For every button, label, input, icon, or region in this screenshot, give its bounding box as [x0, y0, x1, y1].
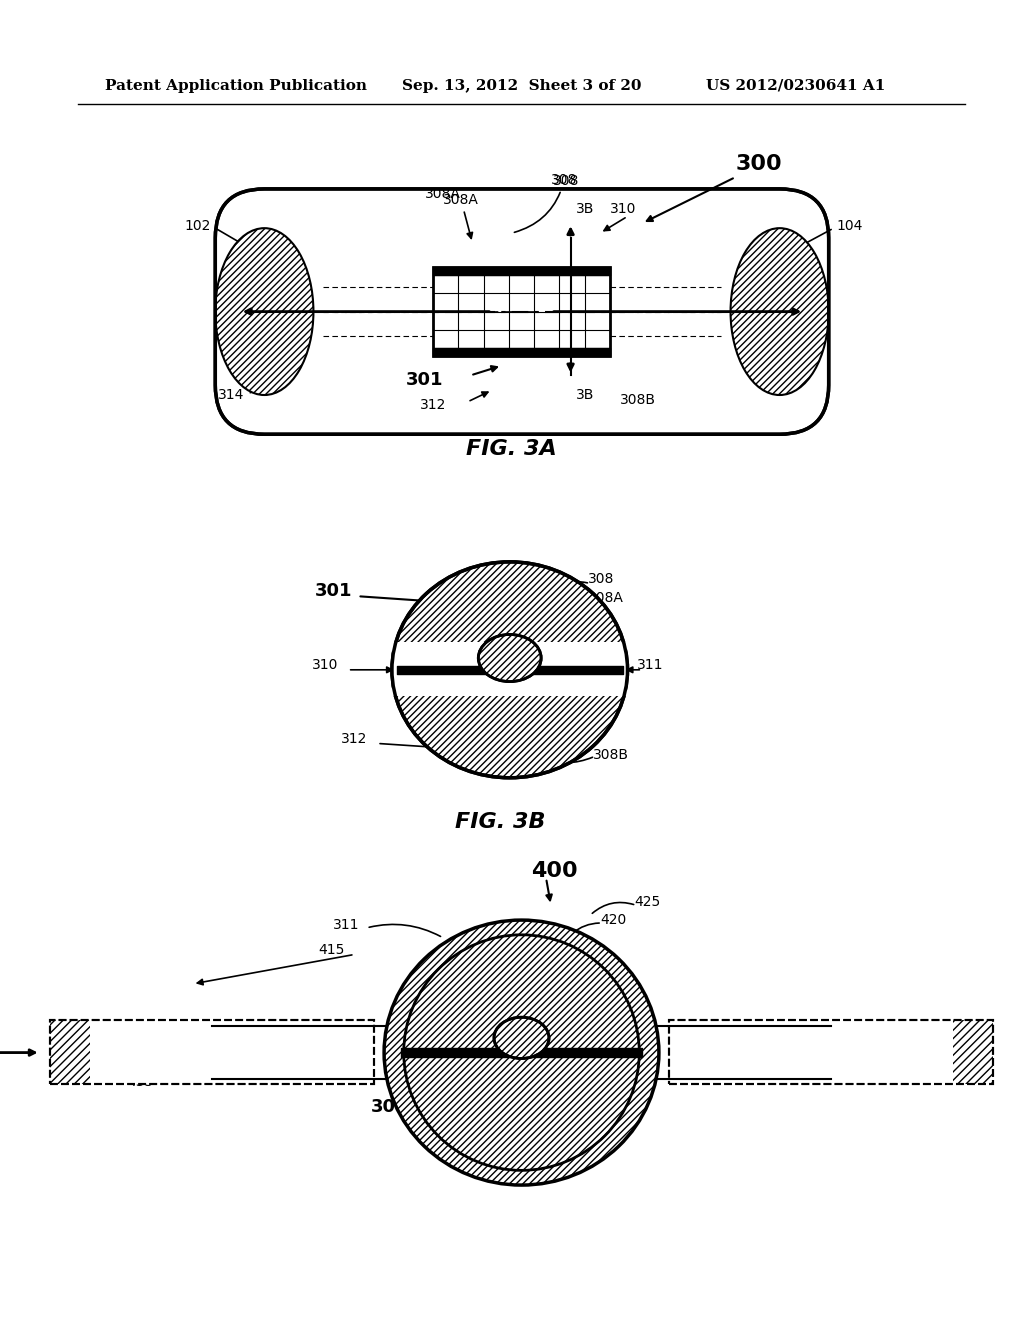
Text: 310: 310: [575, 1094, 602, 1109]
Text: 308: 308: [514, 173, 578, 232]
Bar: [50, 1020, 375, 1084]
Text: 308: 308: [588, 572, 614, 586]
Ellipse shape: [384, 920, 658, 1185]
Text: 104: 104: [837, 219, 863, 234]
Text: 312: 312: [420, 397, 446, 412]
Text: 301: 301: [406, 371, 443, 389]
Bar: [50, 1020, 375, 1084]
Text: FIG. 3A: FIG. 3A: [466, 440, 557, 459]
Bar: [264, 238, 779, 385]
Text: 425: 425: [634, 895, 660, 909]
Text: 400: 400: [531, 861, 578, 880]
Ellipse shape: [478, 635, 541, 681]
Bar: [953, 1020, 992, 1084]
Text: 312: 312: [341, 731, 368, 746]
Text: 308: 308: [553, 174, 580, 187]
Ellipse shape: [730, 228, 828, 395]
Text: 435: 435: [127, 1074, 154, 1089]
Text: 420: 420: [600, 913, 627, 927]
Text: 308A: 308A: [425, 186, 461, 201]
Text: Patent Application Publication: Patent Application Publication: [105, 79, 368, 92]
Text: 430: 430: [948, 1071, 975, 1084]
Bar: [669, 1020, 992, 1084]
Ellipse shape: [403, 935, 639, 1171]
Text: 313: 313: [593, 677, 620, 692]
Text: 311: 311: [637, 657, 664, 672]
Text: FIG. 4: FIG. 4: [475, 1146, 549, 1166]
Text: 102: 102: [184, 219, 210, 234]
Text: 3B: 3B: [575, 202, 594, 215]
Text: 308B: 308B: [593, 748, 629, 762]
Text: US 2012/0230641 A1: US 2012/0230641 A1: [706, 79, 886, 92]
Ellipse shape: [494, 1018, 549, 1059]
Text: 311: 311: [333, 917, 359, 932]
Text: 3B: 3B: [575, 388, 594, 403]
Text: FIG. 3B: FIG. 3B: [455, 812, 545, 832]
Ellipse shape: [392, 562, 628, 777]
Ellipse shape: [215, 228, 313, 395]
Bar: [50, 1020, 90, 1084]
Text: 301: 301: [315, 582, 352, 601]
Bar: [433, 268, 610, 356]
Bar: [392, 643, 628, 697]
Text: 301: 301: [371, 1097, 409, 1115]
Text: Sep. 13, 2012  Sheet 3 of 20: Sep. 13, 2012 Sheet 3 of 20: [401, 79, 641, 92]
Text: 308A: 308A: [588, 591, 624, 605]
FancyBboxPatch shape: [215, 189, 828, 434]
Ellipse shape: [406, 937, 637, 1168]
Text: 310: 310: [610, 202, 636, 215]
Text: 308B: 308B: [620, 393, 655, 407]
Text: 308A: 308A: [443, 193, 479, 239]
Text: 300: 300: [735, 154, 782, 174]
Text: 314: 314: [218, 388, 245, 403]
Text: 310: 310: [311, 657, 338, 672]
Text: 415: 415: [318, 942, 345, 957]
Bar: [669, 1020, 992, 1084]
